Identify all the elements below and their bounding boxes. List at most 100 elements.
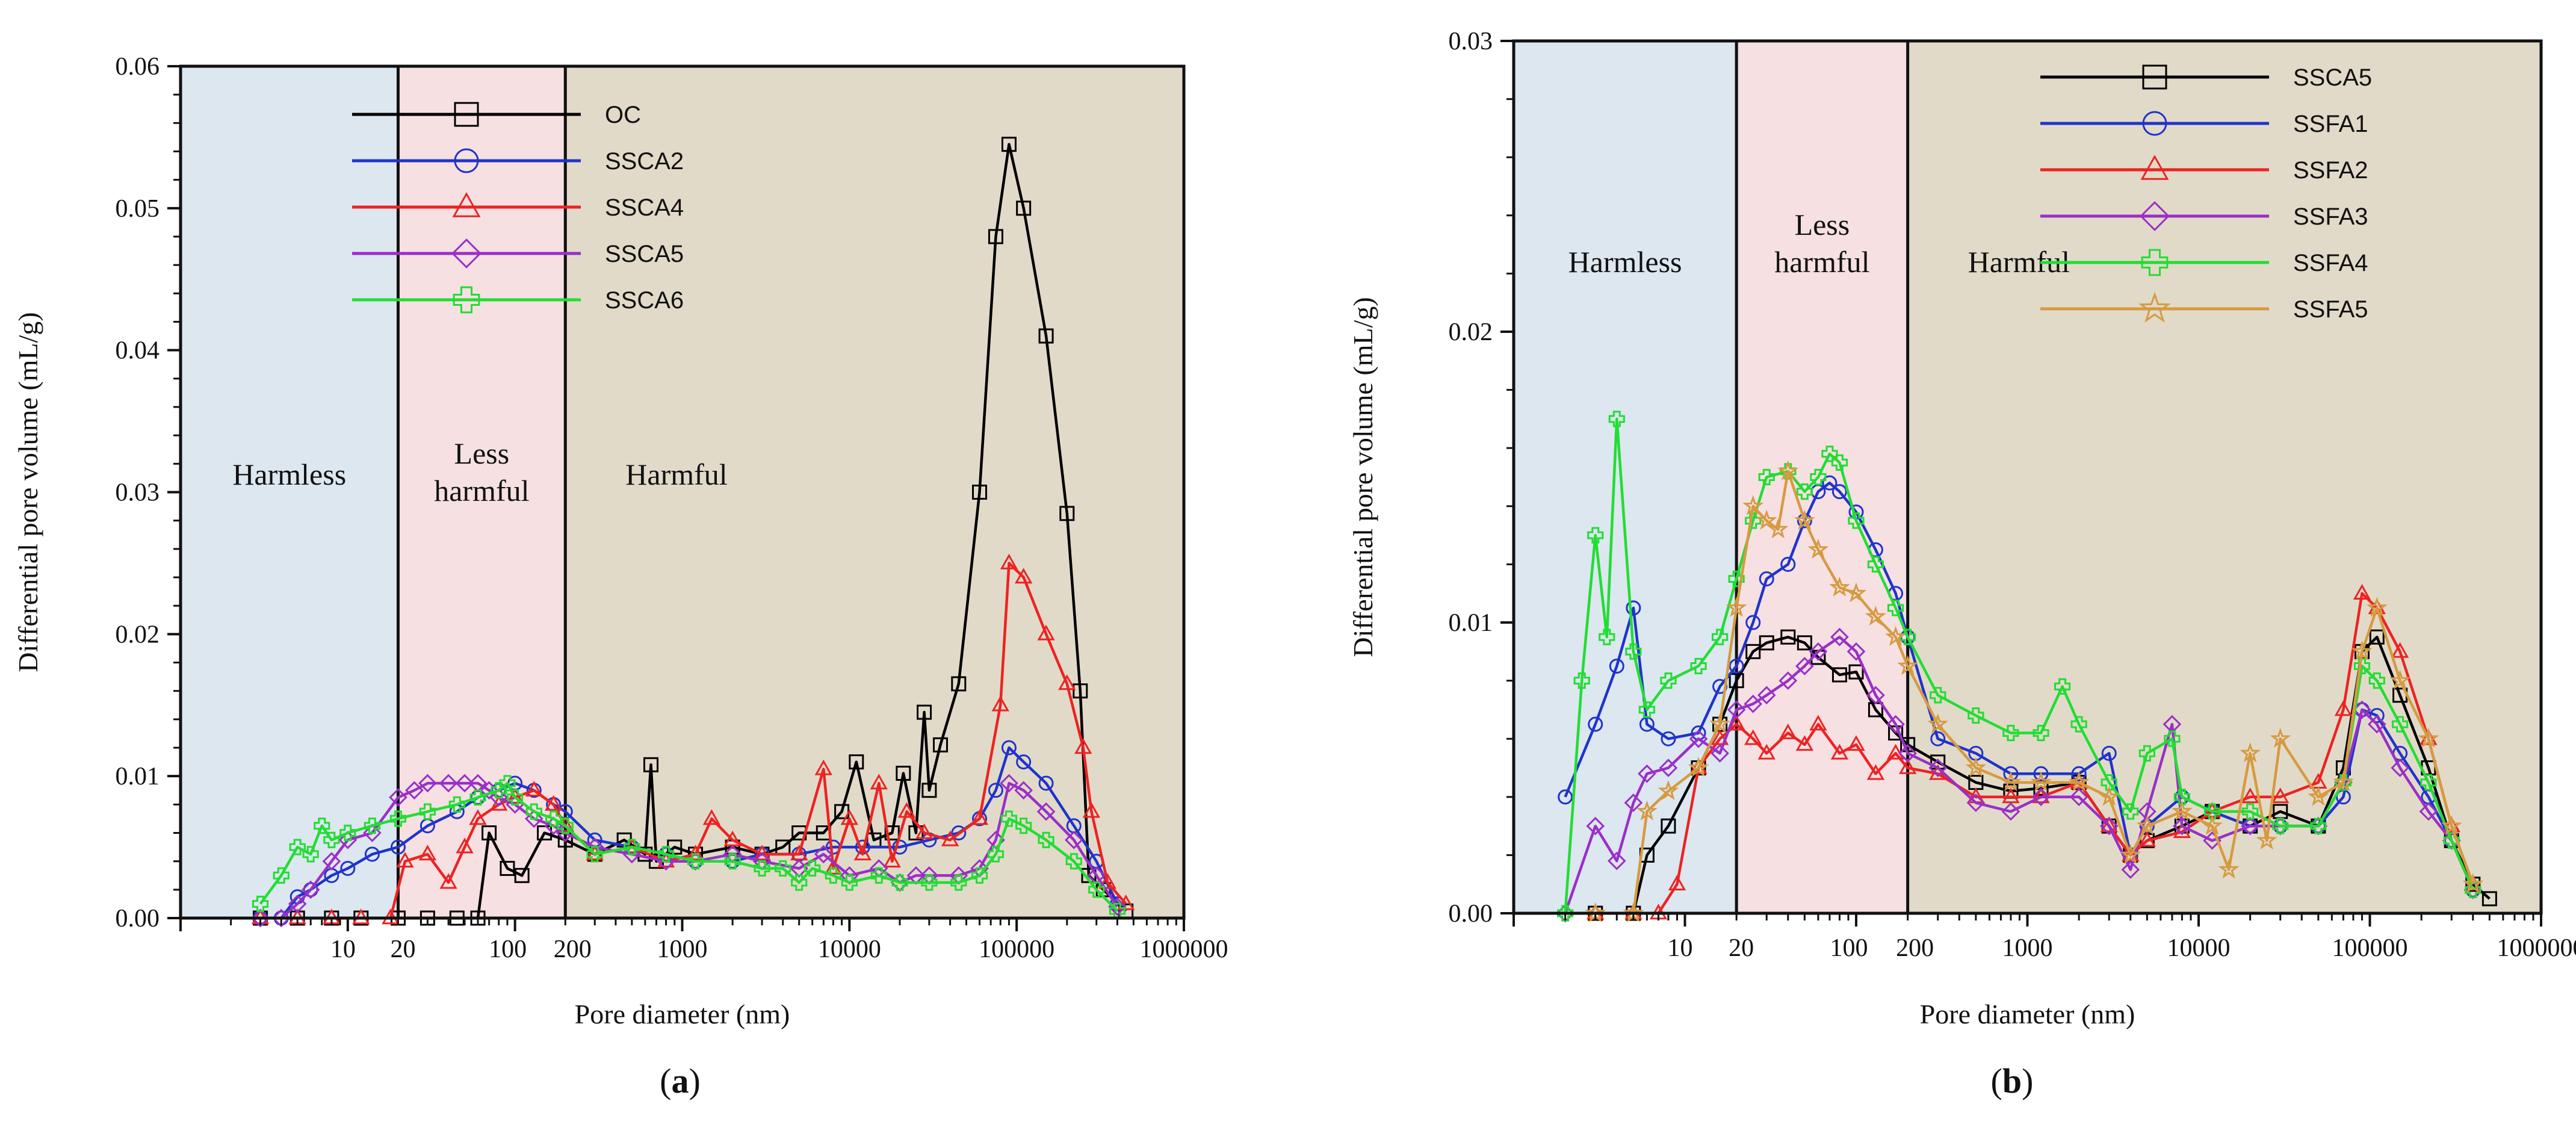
data-point-ssfa3 (2173, 816, 2191, 836)
data-point-ssca4 (753, 845, 771, 861)
data-point-ssca2 (1038, 775, 1054, 791)
data-point-ssfa5 (1829, 576, 1850, 597)
data-point-ssca5 (1000, 774, 1018, 793)
data-point-ssfa1 (1822, 475, 1838, 491)
region-label-less-harmful: Less harmful (1774, 208, 1869, 279)
data-point-ssca2 (988, 783, 1003, 798)
data-point-ssfa5 (1897, 655, 1919, 675)
series-line-ssca4 (260, 562, 1127, 920)
data-point-ssfa4 (2310, 818, 2327, 834)
data-point-ssca6 (1000, 810, 1018, 827)
data-point-ssca6 (870, 867, 887, 884)
data-point-ssfa1 (1558, 789, 1573, 805)
data-point-ssca5 (814, 845, 833, 864)
data-point-ssfa5 (2418, 727, 2439, 748)
legend-marker-ssfa3 (2140, 201, 2170, 231)
data-point-ssca4 (506, 787, 524, 804)
data-point-ssfa4 (1745, 512, 1762, 529)
data-point-ssfa4 (2173, 789, 2191, 806)
legend-marker-ssca5 (451, 238, 481, 269)
region-label-harmless: Harmless (232, 458, 346, 491)
data-point-ssca5 (1797, 635, 1812, 651)
data-point-ssfa3 (1886, 715, 1905, 734)
data-point-ssfa5 (2098, 786, 2120, 806)
data-point-ssfa4 (2138, 745, 2155, 762)
data-point-ssfa5 (1794, 509, 1815, 530)
x-tick-label: 100000 (979, 936, 1054, 963)
data-point-ssfa3 (2121, 860, 2140, 879)
data-point-ssca5 (271, 908, 291, 928)
data-point-ssca6 (525, 803, 542, 820)
data-point-ssfa4 (1599, 629, 1615, 645)
data-point-ssfa5 (1688, 757, 1709, 777)
data-point-ssca4 (439, 873, 457, 889)
data-point-oc (537, 825, 553, 840)
data-point-ssca6 (273, 867, 289, 884)
data-point-ssfa5 (2240, 742, 2261, 763)
data-point-oc (921, 783, 937, 798)
data-point-ssfa1 (2033, 766, 2049, 781)
data-point-ssca2 (340, 860, 356, 876)
region-label-less-harmful: Less harmful (434, 436, 529, 508)
series-ssca6 (252, 775, 1126, 919)
data-point-ssfa4 (1758, 468, 1775, 486)
data-point-ssca5 (1780, 629, 1796, 645)
data-point-ssfa2 (1689, 758, 1708, 774)
data-point-ssca5 (418, 774, 437, 793)
data-point-ssfa5 (2256, 829, 2277, 850)
legend-marker-ssca5 (2142, 64, 2167, 90)
data-point-ssca6 (1038, 831, 1054, 848)
y-tick-label: 0.02 (1449, 318, 1493, 346)
data-point-oc (1038, 328, 1054, 344)
data-point-ssfa1 (1759, 571, 1774, 587)
y-tick-label: 0.06 (116, 53, 160, 81)
data-point-ssfa2 (1809, 715, 1827, 731)
data-point-ssca4 (1014, 568, 1033, 584)
data-point-ssfa4 (1587, 527, 1604, 544)
data-point-ssfa3 (2241, 816, 2259, 836)
data-point-ssca4 (1082, 802, 1101, 818)
data-point-ssfa5 (2000, 771, 2022, 792)
legend-label-ssca2: SSCA2 (605, 148, 684, 175)
data-point-ssfa3 (2099, 816, 2119, 836)
data-point-ssfa3 (2419, 802, 2438, 821)
data-point-ssfa4 (2353, 657, 2371, 675)
data-point-ssca5 (657, 852, 675, 871)
data-point-ssfa4 (1557, 905, 1574, 922)
data-point-ssca6 (491, 782, 507, 799)
data-point-ssfa4 (1690, 657, 1707, 675)
data-point-ssfa1 (1729, 658, 1744, 674)
data-point-ssfa5 (2389, 669, 2411, 690)
data-point-ssfa4 (1625, 643, 1642, 660)
data-point-ssfa4 (1848, 512, 1865, 529)
data-point-ssfa3 (1847, 642, 1866, 661)
legend-marker-ssca6 (453, 286, 480, 314)
data-point-ssfa1 (2369, 708, 2385, 724)
data-point-ssfa4 (2203, 803, 2221, 820)
data-point-ssfa1 (1930, 731, 1946, 747)
y-tick-label: 0.01 (1449, 609, 1493, 637)
data-point-ssca6 (586, 846, 603, 863)
data-point-ssfa5 (1865, 605, 1886, 626)
data-point-ssfa2 (1847, 735, 1865, 751)
data-point-ssca2 (303, 882, 318, 898)
data-point-ssca4 (1074, 738, 1092, 754)
data-point-ssca5 (2482, 891, 2497, 907)
legend-label-ssfa3: SSFA3 (2293, 203, 2368, 230)
data-point-ssca5 (1745, 644, 1761, 659)
data-point-ssca5 (389, 788, 407, 807)
data-point-ssfa2 (2002, 787, 2020, 804)
data-point-ssfa4 (1711, 629, 1729, 645)
data-point-ssfa5 (1726, 597, 1747, 617)
data-point-ssfa4 (1573, 672, 1590, 689)
legend-label-ssca4: SSCA4 (605, 194, 684, 221)
legend-marker-ssfa2 (2140, 155, 2169, 180)
data-point-ssca6 (987, 846, 1005, 863)
data-point-ssca6 (791, 874, 808, 891)
data-point-ssfa3 (1898, 744, 1917, 763)
data-point-oc (917, 704, 932, 720)
data-point-ssfa2 (2353, 583, 2371, 600)
data-point-ssca4 (970, 809, 989, 825)
data-point-ssca2 (1016, 754, 1032, 770)
